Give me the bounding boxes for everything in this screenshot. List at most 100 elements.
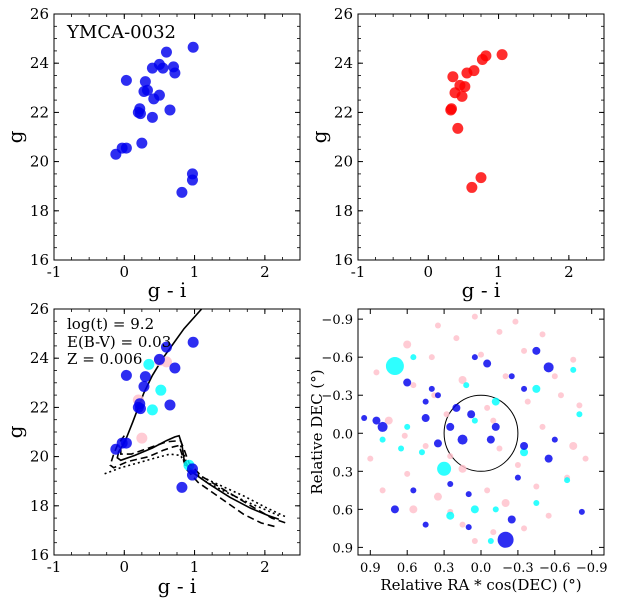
data-point [471, 417, 478, 424]
data-point [379, 436, 386, 443]
data-point [570, 366, 577, 373]
y-tick-label: 18 [30, 497, 49, 515]
data-point [153, 89, 165, 101]
isochrone-line [109, 435, 276, 528]
data-point [487, 538, 494, 545]
y-tick-label: 16 [30, 251, 49, 269]
panel-1-marks [110, 41, 199, 198]
data-point [463, 382, 470, 389]
data-point [551, 436, 558, 443]
panel-4: 0.9 0.6 0.3 0.0 −0.3 −0.6 −0.9 −0.9 −0.6 −0.3 0.0 0… [308, 308, 608, 594]
panel-2: -1 0 1 2 16 18 20 22 24 26 g - i g [307, 5, 605, 302]
y-tick-label: −0.3 [321, 389, 353, 404]
data-point [532, 346, 541, 355]
data-point [421, 414, 430, 423]
data-point [164, 399, 176, 411]
data-point [143, 358, 155, 370]
y-tick-label: 22 [334, 103, 353, 121]
data-point [186, 463, 198, 475]
data-point [409, 505, 418, 514]
data-point [468, 65, 480, 77]
panel-3-ticks: -1 0 1 2 16 18 20 22 24 26 [30, 300, 301, 576]
data-point [134, 103, 146, 115]
panel-1-ylabel: g [3, 130, 27, 143]
data-point [398, 445, 405, 452]
data-point [521, 385, 528, 392]
cluster-radius-circle [443, 394, 519, 472]
data-point [457, 434, 468, 445]
data-point [410, 487, 417, 494]
panel-1-xlabel: g - i [148, 278, 187, 302]
y-tick-label: 24 [334, 54, 353, 72]
data-point [545, 512, 552, 519]
data-point [167, 61, 179, 73]
x-tick-label: 0.9 [360, 561, 381, 576]
data-point [146, 111, 158, 123]
data-point [480, 50, 492, 62]
panel-4-ylabel: Relative DEC (°) [308, 369, 326, 494]
data-point [446, 422, 455, 431]
data-point [447, 71, 459, 83]
data-point [483, 359, 492, 368]
data-point [502, 373, 509, 380]
data-point [169, 362, 181, 374]
data-point [160, 341, 172, 353]
panel-3-marks [104, 309, 287, 528]
x-tick-label: 0 [424, 263, 434, 281]
data-point [453, 335, 460, 342]
data-point [459, 521, 466, 528]
data-point [576, 402, 583, 409]
data-point [512, 318, 519, 325]
data-point [136, 432, 148, 444]
panel-1-annotation: YMCA-0032 [66, 22, 176, 43]
data-point [434, 392, 441, 399]
panel-2-frame [357, 13, 605, 261]
data-point [496, 445, 503, 452]
y-tick-label: 20 [334, 153, 353, 171]
x-tick-label: −0.6 [539, 561, 571, 576]
y-tick-label: 16 [30, 546, 49, 564]
x-tick-label: 2 [564, 263, 574, 281]
y-tick-label: 20 [30, 153, 49, 171]
data-point [471, 538, 478, 545]
data-point [470, 505, 479, 514]
panel-4-marks [361, 313, 589, 548]
x-tick-label: −0.3 [502, 561, 534, 576]
y-tick-label: 26 [334, 5, 353, 23]
y-tick-label: 24 [30, 54, 49, 72]
data-point [139, 76, 151, 88]
data-point [401, 432, 408, 439]
data-point [390, 505, 399, 514]
data-point [447, 453, 454, 460]
data-point [176, 481, 188, 493]
data-point [491, 422, 500, 431]
data-point [120, 437, 132, 449]
data-point [160, 46, 172, 58]
panel-4-frame [357, 308, 605, 556]
data-point [373, 369, 380, 376]
panel-1-ticks: -1 0 1 2 16 18 20 22 24 26 [30, 5, 301, 281]
data-point [120, 74, 132, 86]
data-point [539, 423, 546, 430]
data-point [532, 384, 541, 393]
data-point [533, 483, 540, 490]
y-tick-label: 0.9 [332, 541, 353, 556]
data-point [428, 385, 435, 392]
data-point [404, 423, 411, 430]
data-point [497, 531, 514, 548]
data-point [454, 79, 466, 91]
data-point [543, 362, 554, 373]
data-point [187, 336, 199, 348]
x-tick-label: -1 [47, 263, 62, 281]
data-point [582, 455, 589, 462]
data-point [466, 181, 478, 193]
data-point [521, 347, 528, 354]
data-point [501, 499, 510, 508]
data-point [433, 492, 442, 501]
x-tick-label: −0.9 [576, 561, 608, 576]
data-point [508, 373, 515, 380]
x-tick-label: -1 [47, 558, 62, 576]
data-point [434, 322, 441, 329]
data-point [372, 416, 381, 425]
data-point [186, 168, 198, 180]
